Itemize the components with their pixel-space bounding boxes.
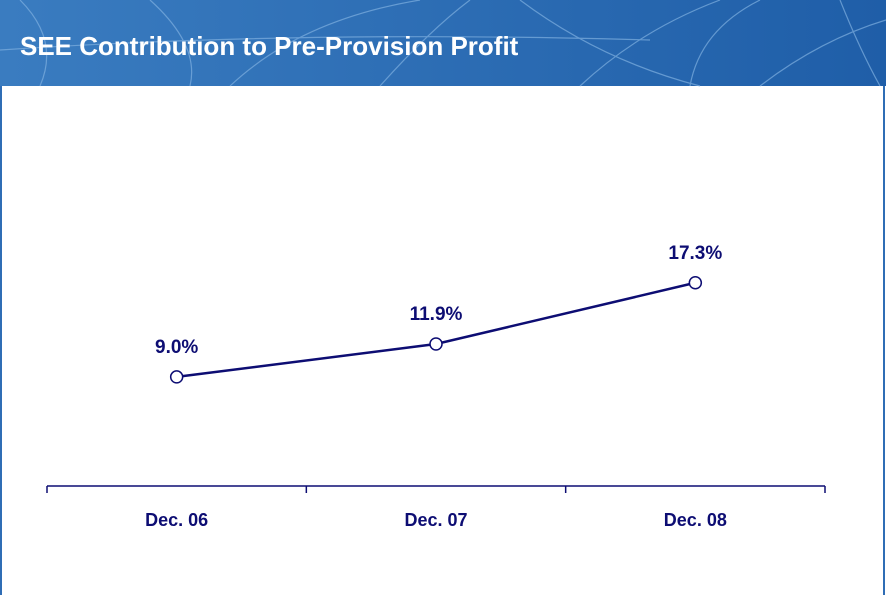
header-decoration xyxy=(0,0,886,87)
chart-title: SEE Contribution to Pre-Provision Profit xyxy=(20,31,519,61)
x-tick-label: Dec. 07 xyxy=(404,510,467,530)
point xyxy=(429,337,443,351)
line xyxy=(176,281,696,379)
header-band xyxy=(0,0,886,86)
point xyxy=(688,276,703,290)
value-label: 11.9% xyxy=(410,304,463,325)
value-label: 17.3% xyxy=(668,243,722,264)
x-tick-label: Dec. 06 xyxy=(145,510,208,530)
point xyxy=(169,370,184,384)
x-tick-label: Dec. 08 xyxy=(664,510,727,530)
value-label: 9.0% xyxy=(155,337,198,358)
